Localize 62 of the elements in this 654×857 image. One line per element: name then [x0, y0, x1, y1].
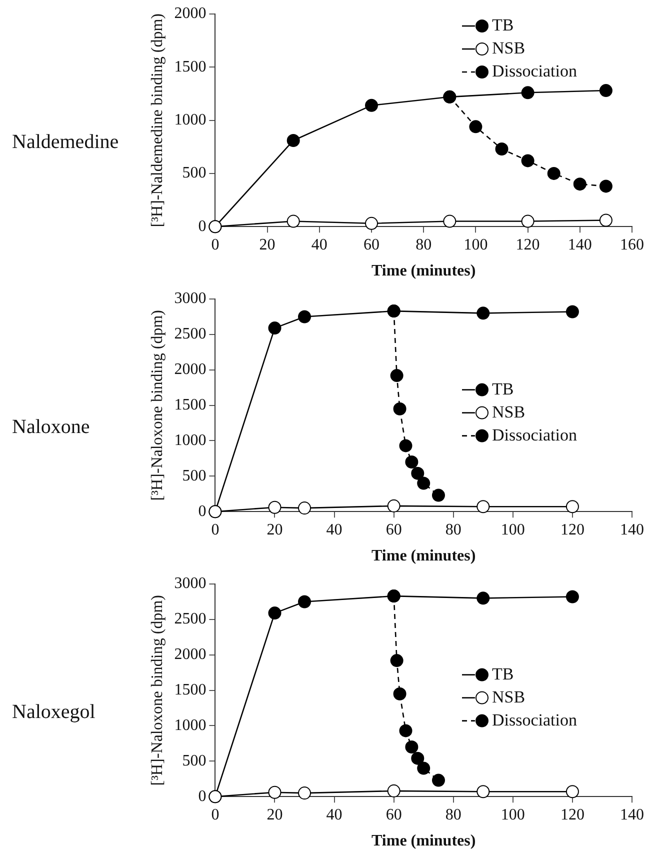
y-tick-label: 1000 [174, 716, 206, 734]
y-tick-label: 2500 [174, 610, 206, 628]
legend-label: NSB [492, 687, 526, 706]
x-tick-label: 100 [500, 521, 525, 538]
y-tick-label: 1500 [174, 396, 206, 414]
text: Naloxegol [12, 700, 96, 725]
x-tick-label: 80 [445, 521, 462, 538]
y-tick-label: 2000 [174, 5, 206, 22]
x-tick-label: 120 [560, 806, 584, 824]
legend-label: Dissociation [492, 425, 578, 444]
x-tick-label: 20 [266, 806, 283, 824]
y-tick-label: 3000 [174, 290, 206, 308]
legend-label: Dissociation [492, 61, 578, 80]
x-tick-label: 140 [620, 521, 644, 538]
text: Naldemedine [12, 130, 119, 155]
y-tick-label: 0 [198, 788, 206, 805]
y-tick-label: 2000 [174, 361, 206, 378]
x-tick-label: 140 [568, 236, 592, 254]
y-tick-label: 0 [198, 218, 206, 235]
legend-label: NSB [492, 38, 526, 58]
x-tick-label: 80 [416, 236, 432, 254]
y-tick-label: 2000 [174, 646, 206, 664]
x-tick-label: 40 [326, 806, 342, 824]
text: Naloxone [12, 415, 90, 440]
legend-label: TB [492, 379, 514, 398]
x-tick-label: 120 [516, 236, 540, 254]
y-tick-label: 3000 [174, 575, 206, 592]
x-tick-label: 140 [620, 806, 644, 824]
y-tick-label: 1500 [174, 682, 206, 699]
y-tick-label: 1500 [174, 58, 206, 76]
y-tick-label: 0 [198, 502, 206, 520]
x-tick-label: 100 [500, 806, 525, 824]
y-axis-title: [³H]-Naloxone binding (dpm) [148, 595, 166, 786]
x-tick-label: 0 [211, 521, 220, 538]
x-tick-label: 20 [266, 521, 283, 538]
y-tick-label: 500 [182, 467, 206, 484]
x-axis-title: Time (minutes) [372, 548, 476, 565]
y-tick-label: 500 [182, 164, 206, 182]
y-axis-title: [³H]-Naloxone binding (dpm) [148, 310, 166, 501]
x-tick-label: 160 [620, 236, 644, 254]
y-tick-label: 2500 [174, 326, 206, 343]
x-tick-label: 40 [311, 236, 328, 254]
x-tick-label: 20 [259, 236, 276, 254]
x-tick-label: 0 [211, 236, 220, 254]
legend-label: TB [492, 15, 514, 34]
x-axis-title: Time (minutes) [372, 262, 476, 280]
x-tick-label: 0 [211, 806, 220, 824]
y-axis-title: [³H]-Naldemedine binding (dpm) [148, 13, 166, 228]
y-tick-label: 1000 [174, 432, 206, 449]
x-tick-label: 80 [445, 806, 462, 824]
x-tick-label: 60 [386, 806, 402, 824]
x-tick-label: 120 [560, 521, 584, 538]
x-tick-label: 100 [464, 236, 488, 254]
x-axis-title: Time (minutes) [372, 832, 476, 850]
x-tick-label: 40 [326, 521, 342, 538]
y-tick-label: 1000 [174, 112, 206, 129]
x-tick-label: 60 [364, 236, 380, 254]
legend-label: Dissociation [492, 710, 578, 730]
legend-label: TB [492, 664, 514, 684]
x-tick-label: 60 [386, 521, 402, 538]
y-tick-label: 500 [182, 752, 206, 770]
legend-label: NSB [492, 402, 526, 422]
